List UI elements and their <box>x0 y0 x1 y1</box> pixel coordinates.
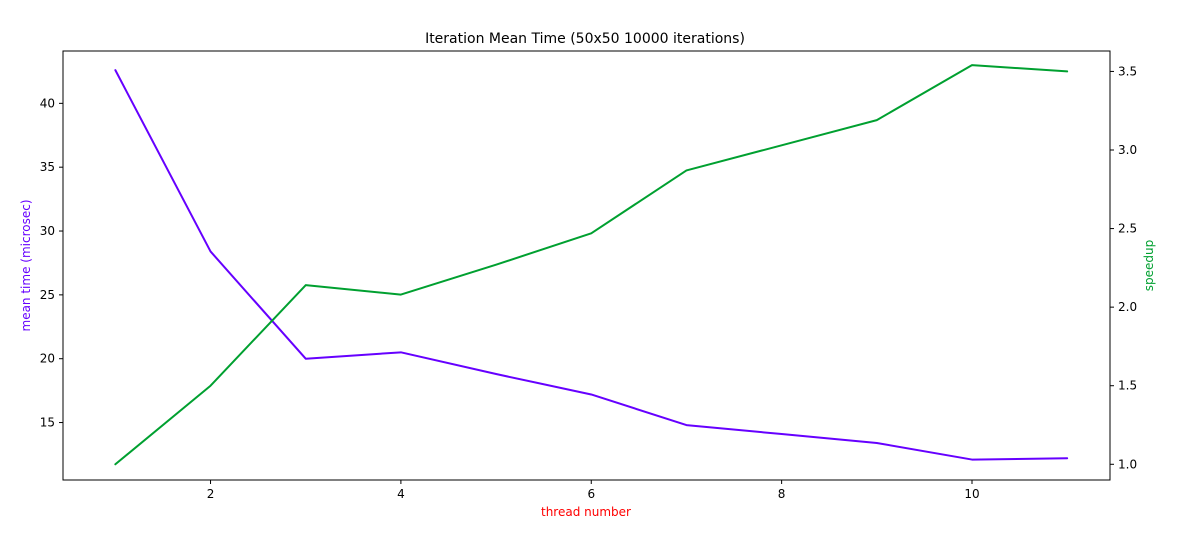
right-y-axis-label: speedup <box>1142 240 1156 291</box>
left-y-tick-label: 15 <box>40 416 55 430</box>
x-tick-label: 2 <box>207 487 215 501</box>
right-y-tick-label: 3.0 <box>1118 143 1137 157</box>
right-y-tick-label: 1.5 <box>1118 379 1137 393</box>
right-y-tick-label: 2.0 <box>1118 300 1137 314</box>
right-y-tick-label: 2.5 <box>1118 222 1137 236</box>
left-y-tick-label: 35 <box>40 160 55 174</box>
chart-title: Iteration Mean Time (50x50 10000 iterati… <box>425 31 745 47</box>
left-y-tick-label: 40 <box>40 96 55 110</box>
plot-frame <box>62 50 1111 481</box>
left-y-tick-label: 30 <box>40 224 55 238</box>
x-axis-ticks: 2 4 6 8 10 <box>207 480 980 501</box>
x-axis-label: thread number <box>541 505 631 519</box>
left-y-axis-label: mean time (microsec) <box>19 200 33 332</box>
x-tick-label: 10 <box>964 487 979 501</box>
x-tick-label: 8 <box>778 487 786 501</box>
x-tick-label: 4 <box>397 487 405 501</box>
left-y-axis-ticks: 15 20 25 30 35 40 <box>40 96 63 430</box>
mean-time-series-line <box>114 69 1069 461</box>
right-y-tick-label: 3.5 <box>1118 64 1137 78</box>
x-tick-label: 6 <box>587 487 595 501</box>
left-y-tick-label: 25 <box>40 288 55 302</box>
left-y-tick-label: 20 <box>40 352 55 366</box>
right-y-tick-label: 1.0 <box>1118 457 1137 471</box>
speedup-series-line <box>114 64 1069 466</box>
right-y-axis-ticks: 1.0 1.5 2.0 2.5 3.0 3.5 <box>1110 64 1137 471</box>
series-group <box>114 64 1069 466</box>
